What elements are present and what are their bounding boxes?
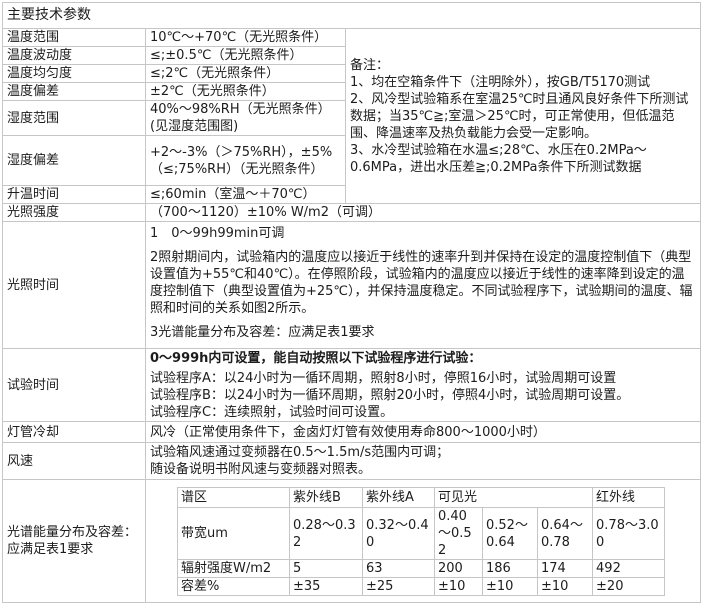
test-program-c: 试验程序C：连续照射，试验时间可设置。 — [150, 405, 394, 420]
irradiance-value: 492 — [592, 559, 666, 578]
param-value-temp-fluctuation: ≤;±0.5℃（无光照条件） — [145, 46, 346, 65]
spectrum-row-name: 容差% — [177, 577, 290, 596]
remarks-line: 1、均在空箱条件下（注明除外），按GB/T5170测试 — [350, 74, 651, 90]
remarks-line: 2、风冷型试验箱系在室温25℃时且通风良好条件下所测试数据；当35℃≧;室温＞2… — [350, 91, 689, 141]
test-program-b: 试验程序B：以24小时为一循环周期，照射20小时，停照4小时，试验周期可设置。 — [150, 388, 630, 403]
irradiance-value: 200 — [434, 559, 483, 578]
bandwidth-value: 0.52～0.64 — [482, 507, 538, 560]
table-row: 温度偏差 ±2℃（无光照条件） — [2, 82, 701, 101]
table-row: 试验时间 0～999h内可设置，能自动按照以下试验程序进行试验： 试验程序A：以… — [2, 348, 701, 422]
param-label-temp-range: 温度范围 — [2, 28, 146, 47]
tolerance-value: ±20 — [592, 577, 666, 596]
param-value-lamp-cooling: 风冷（正常使用条件下，金卤灯灯管有效使用寿命800～1000小时） — [145, 421, 701, 443]
tolerance-value: ±10 — [434, 577, 483, 596]
param-value-heatup-time: ≤;60min（室温～＋70℃） — [145, 185, 346, 204]
table-row: 光谱能量分布及容差：应满足表1要求 谱区 紫外线B 紫外线A 可见光 红外线 — [2, 479, 701, 603]
remarks-line: 3、水冷型试验箱在水温≤;28℃、水压在0.2MPa～0.6MPa，进出水压差≧… — [350, 142, 647, 175]
table-row: 光照强度 （700～1120）±10% W/m2（可调） — [2, 203, 701, 222]
param-value-wind-speed: 试验箱风速通过变频器在0.5～1.5m/s范围内可调； 随设备说明书附风速与变频… — [145, 442, 701, 480]
bandwidth-value: 0.78～3.00 — [592, 507, 666, 560]
table-row: 湿度偏差 +2～-3%（＞75%RH），±5%（≤;75%RH）（无光照条件） — [2, 135, 701, 186]
spectrum-row-name: 带宽um — [177, 507, 290, 560]
remarks-cell: 备注： 1、均在空箱条件下（注明除外），按GB/T5170测试 2、风冷型试验箱… — [345, 28, 701, 204]
irradiance-value: 174 — [536, 559, 594, 578]
bandwidth-value: 0.40～0.52 — [434, 507, 483, 560]
param-value-humidity-range: 40%～98%RH（无光照条件） (见湿度范围图) — [145, 100, 346, 136]
spectrum-header-region: 谱区 — [177, 487, 290, 508]
param-label-light-intensity: 光照强度 — [2, 203, 146, 222]
spectrum-row-name: 辐射强度W/m2 — [177, 559, 290, 578]
param-value-temp-range: 10℃～+70℃（无光照条件） — [145, 28, 346, 47]
light-time-paragraph-2: 2照射期间内，试验箱内的温度应以接近于线性的速率升到并保持在设定的温度控制值下（… — [150, 250, 693, 316]
irradiance-value: 186 — [482, 559, 538, 578]
remarks-title: 备注： — [350, 57, 390, 73]
spectrum-header-visible: 可见光 — [433, 487, 594, 508]
param-label-wind-speed: 风速 — [2, 442, 146, 480]
spectrum-header-uva: 紫外线A — [362, 487, 435, 508]
page-title: 主要技术参数 — [2, 2, 701, 29]
param-value-light-intensity: （700～1120）±10% W/m2（可调） — [145, 203, 701, 222]
spectrum-header-ir: 红外线 — [592, 487, 666, 508]
table-title-row: 主要技术参数 — [2, 2, 701, 29]
test-time-heading: 0～999h内可设置，能自动按照以下试验程序进行试验： — [150, 351, 482, 366]
spectrum-table: 谱区 紫外线B 紫外线A 可见光 红外线 带宽um 0.28～0.32 0.32… — [177, 487, 666, 596]
bandwidth-value: 0.64～0.78 — [536, 507, 594, 560]
wind-speed-line-2: 随设备说明书附风速与变频器对照表。 — [150, 462, 372, 477]
tolerance-value: ±35 — [289, 577, 363, 596]
light-time-paragraph-3: 3光谱能量分布及容差：应满足表1要求 — [150, 325, 375, 340]
param-label-temp-fluctuation: 温度波动度 — [2, 46, 146, 65]
bandwidth-value: 0.32～0.40 — [362, 507, 435, 560]
param-label-lamp-cooling: 灯管冷却 — [2, 421, 146, 443]
param-label-light-time: 光照时间 — [2, 221, 146, 349]
param-value-humidity-deviation: +2～-3%（＞75%RH），±5%（≤;75%RH）（无光照条件） — [145, 135, 346, 186]
param-label-temp-uniformity: 温度均匀度 — [2, 64, 146, 83]
table-row: 风速 试验箱风速通过变频器在0.5～1.5m/s范围内可调； 随设备说明书附风速… — [2, 442, 701, 480]
tolerance-value: ±10 — [482, 577, 538, 596]
param-label-humidity-range: 湿度范围 — [2, 100, 146, 136]
table-row: 灯管冷却 风冷（正常使用条件下，金卤灯灯管有效使用寿命800～1000小时） — [2, 421, 701, 443]
spectrum-cell: 谱区 紫外线B 紫外线A 可见光 红外线 带宽um 0.28～0.32 0.32… — [145, 479, 701, 603]
param-label-spectrum: 光谱能量分布及容差：应满足表1要求 — [2, 479, 146, 603]
wind-speed-line-1: 试验箱风速通过变频器在0.5～1.5m/s范围内可调； — [150, 445, 450, 460]
irradiance-value: 63 — [362, 559, 435, 578]
test-program-a: 试验程序A：以24小时为一循环周期，照射8小时，停照16小时，试验周期可设置 — [150, 371, 617, 386]
param-value-temp-deviation: ±2℃（无光照条件） — [145, 82, 346, 101]
spectrum-irradiance-row: 辐射强度W/m2 5 63 200 186 174 492 — [177, 559, 666, 578]
param-label-humidity-deviation: 湿度偏差 — [2, 135, 146, 186]
spectrum-header-uvb: 紫外线B — [289, 487, 363, 508]
table-row: 温度范围 10℃～+70℃（无光照条件） 备注： 1、均在空箱条件下（注明除外）… — [2, 28, 701, 204]
light-time-paragraph-1: 1 0～99h99min可调 — [150, 226, 285, 241]
spec-table: 主要技术参数 温度范围 10℃～+70℃（无光照条件） 备注： 1、均在空箱条件… — [2, 2, 701, 603]
param-value-test-time: 0～999h内可设置，能自动按照以下试验程序进行试验： 试验程序A：以24小时为… — [145, 348, 701, 422]
spectrum-tolerance-row: 容差% ±35 ±25 ±10 ±10 ±10 ±20 — [177, 577, 666, 596]
irradiance-value: 5 — [289, 559, 363, 578]
param-value-light-time: 1 0～99h99min可调 2照射期间内，试验箱内的温度应以接近于线性的速率升… — [145, 221, 701, 349]
param-label-test-time: 试验时间 — [2, 348, 146, 422]
spectrum-bandwidth-row: 带宽um 0.28～0.32 0.32～0.40 0.40～0.52 0.52～… — [177, 507, 666, 560]
param-value-temp-uniformity: ≤;2℃（无光照条件） — [145, 64, 346, 83]
param-label-heatup-time: 升温时间 — [2, 185, 146, 204]
bandwidth-value: 0.28～0.32 — [289, 507, 363, 560]
spectrum-header-row: 谱区 紫外线B 紫外线A 可见光 红外线 — [177, 487, 666, 508]
tolerance-value: ±25 — [362, 577, 435, 596]
param-label-temp-deviation: 温度偏差 — [2, 82, 146, 101]
table-row: 光照时间 1 0～99h99min可调 2照射期间内，试验箱内的温度应以接近于线… — [2, 221, 701, 349]
tolerance-value: ±10 — [536, 577, 594, 596]
